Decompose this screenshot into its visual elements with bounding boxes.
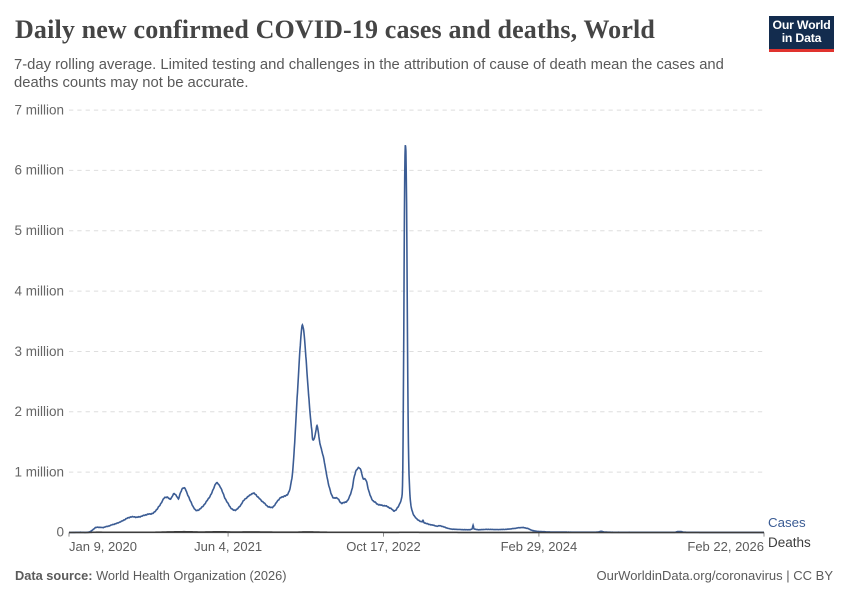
svg-text:5 million: 5 million	[14, 223, 64, 238]
svg-text:Jun 4, 2021: Jun 4, 2021	[194, 539, 262, 554]
svg-text:Deaths: Deaths	[768, 535, 811, 550]
svg-text:2 million: 2 million	[14, 404, 64, 419]
svg-text:7 million: 7 million	[14, 102, 64, 117]
svg-text:Jan 9, 2020: Jan 9, 2020	[69, 539, 137, 554]
svg-text:Cases: Cases	[768, 515, 806, 530]
svg-text:6 million: 6 million	[14, 163, 64, 178]
svg-text:Feb 29, 2024: Feb 29, 2024	[501, 539, 578, 554]
svg-text:4 million: 4 million	[14, 283, 64, 298]
svg-text:3 million: 3 million	[14, 344, 64, 359]
svg-text:Feb 22, 2026: Feb 22, 2026	[687, 539, 764, 554]
svg-text:Oct 17, 2022: Oct 17, 2022	[346, 539, 420, 554]
svg-text:1 million: 1 million	[14, 464, 64, 479]
svg-text:0: 0	[56, 525, 64, 540]
